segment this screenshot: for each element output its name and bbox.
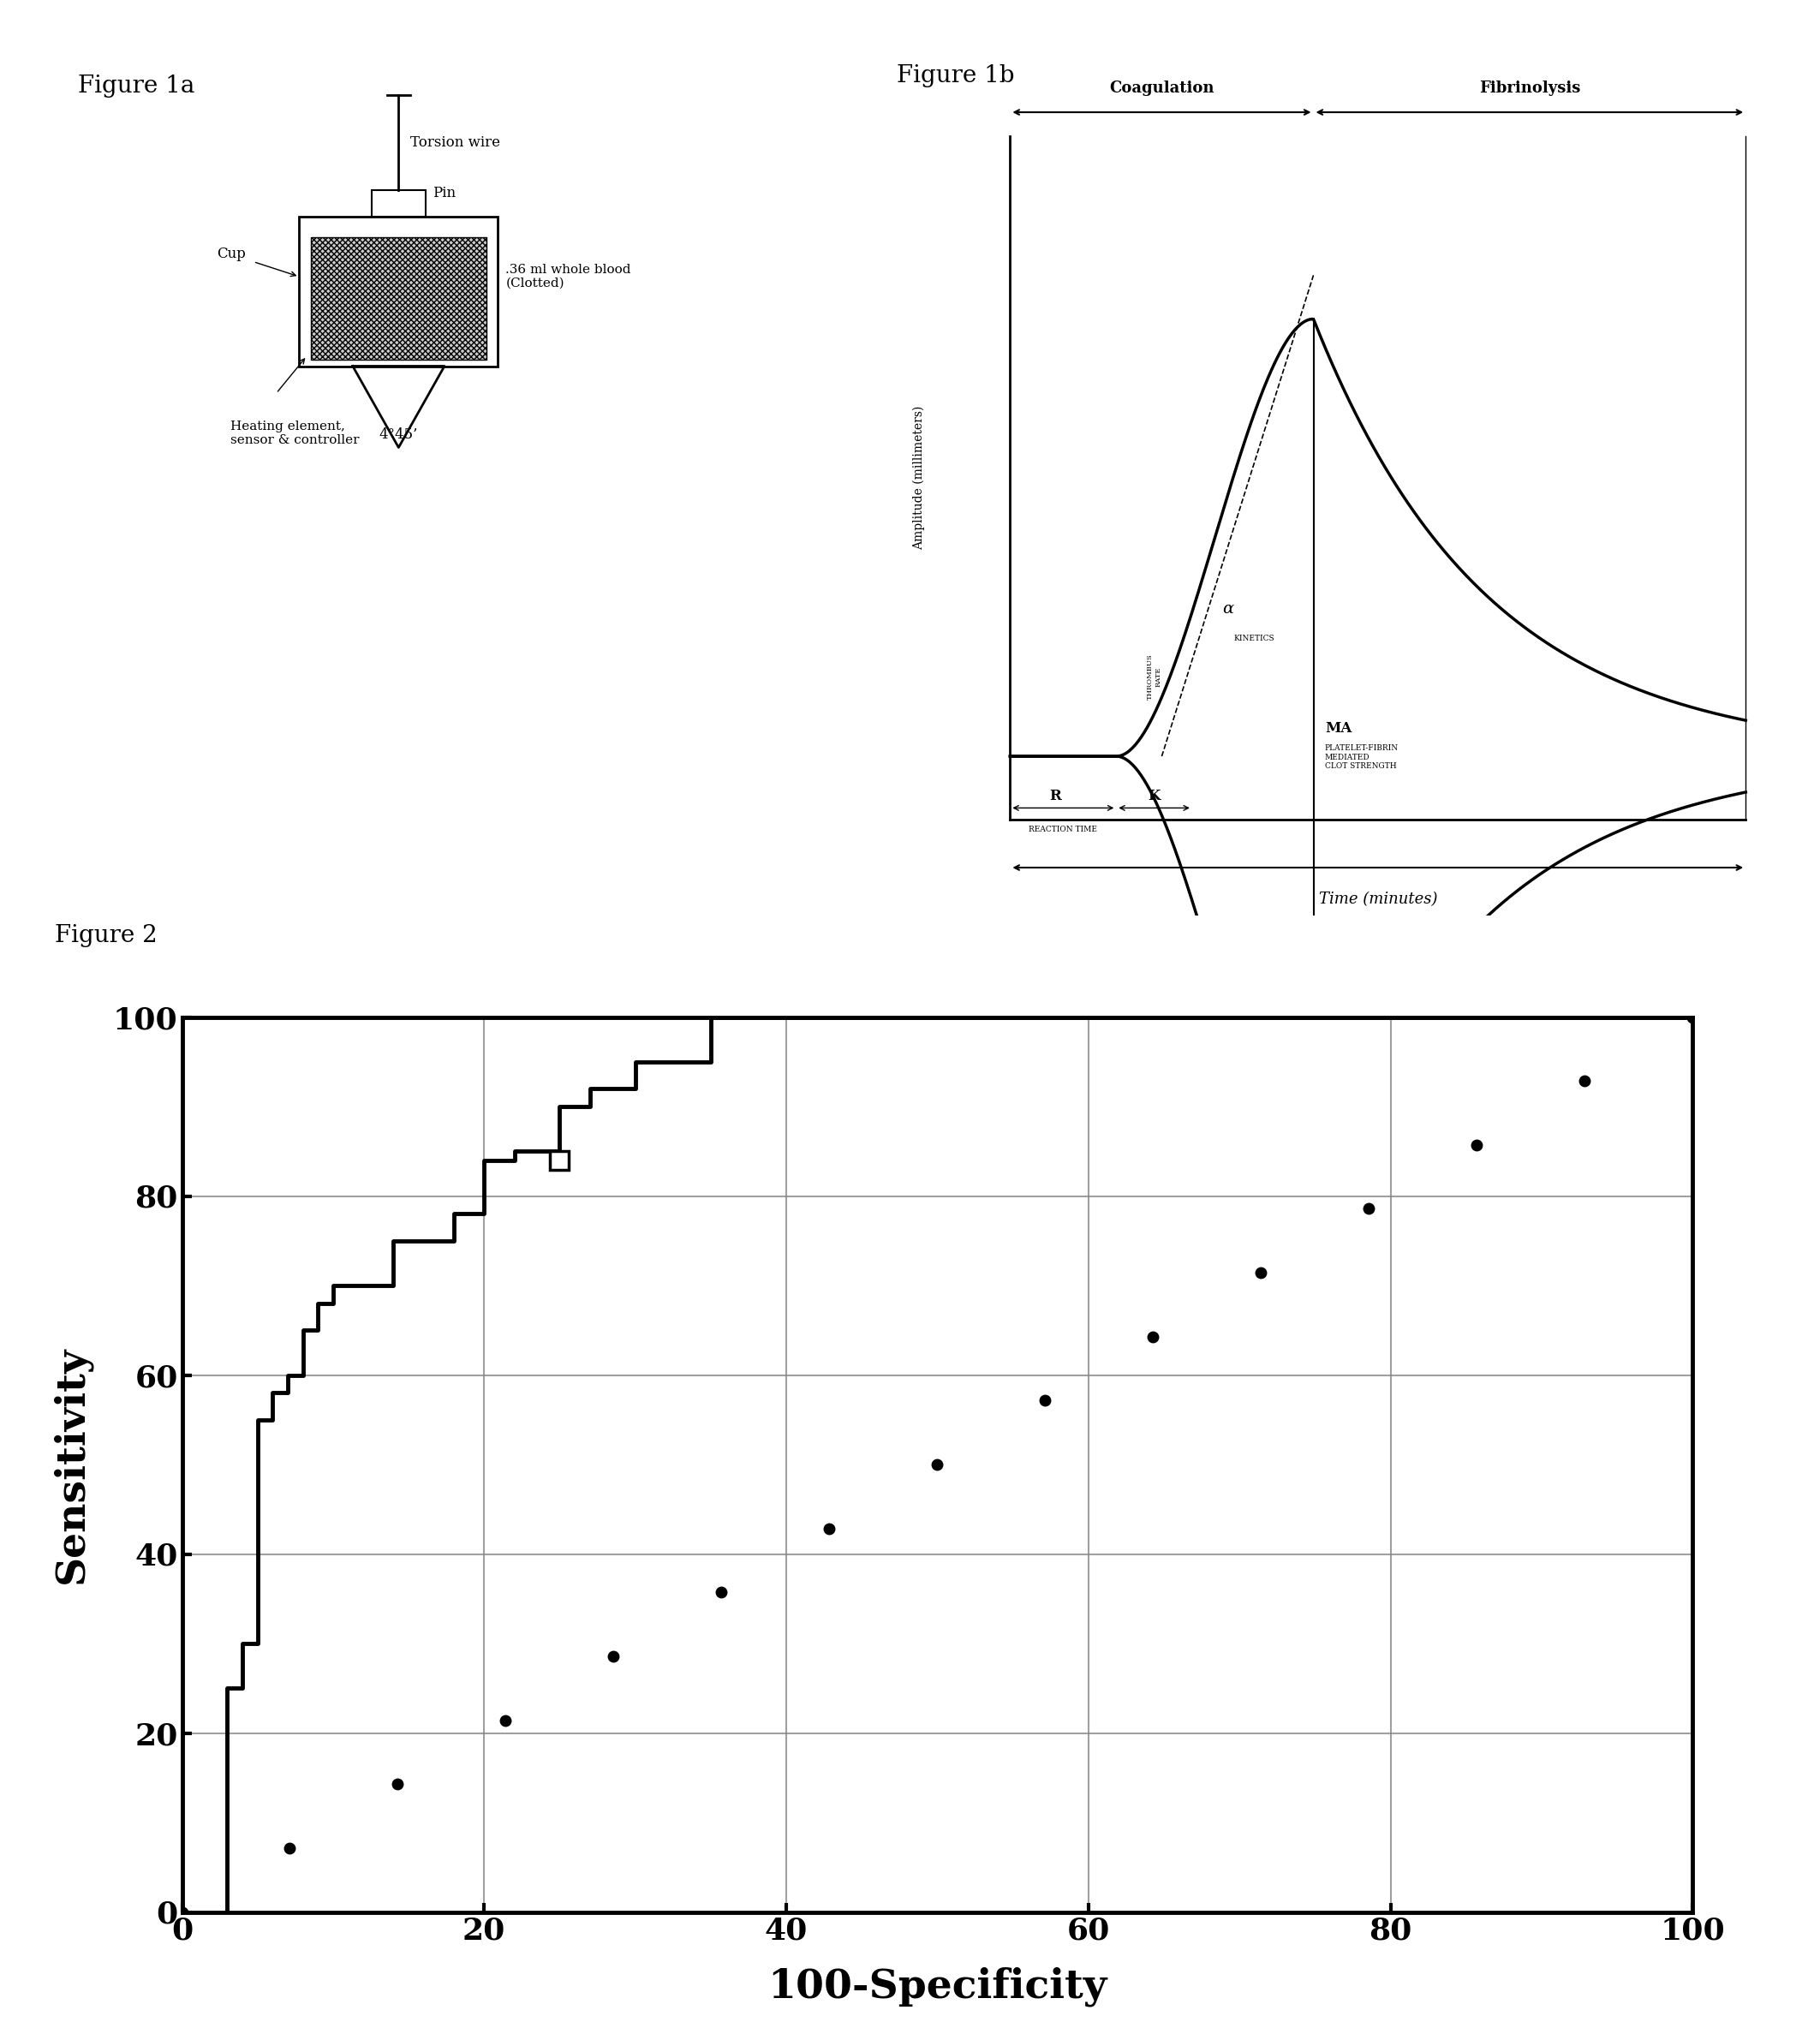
- X-axis label: 100-Specificity: 100-Specificity: [768, 1967, 1107, 2006]
- Text: Torsion wire: Torsion wire: [410, 134, 500, 151]
- Text: Figure 1a: Figure 1a: [78, 75, 195, 98]
- Bar: [371, 189, 426, 218]
- Text: α: α: [1223, 602, 1234, 616]
- Text: PLATELET-FIBRIN
MEDIATED
CLOT STRENGTH: PLATELET-FIBRIN MEDIATED CLOT STRENGTH: [1325, 744, 1398, 771]
- Text: KINETICS: KINETICS: [1234, 635, 1274, 643]
- Text: Heating element,
sensor & controller: Heating element, sensor & controller: [231, 421, 359, 445]
- Text: Fibrinolysis: Fibrinolysis: [1480, 81, 1580, 96]
- Text: 4°45’: 4°45’: [379, 427, 419, 441]
- Y-axis label: Sensitivity: Sensitivity: [51, 1347, 91, 1582]
- Text: Time (minutes): Time (minutes): [1318, 891, 1438, 907]
- Text: Pin: Pin: [433, 185, 457, 201]
- Text: Figure 1b: Figure 1b: [895, 65, 1014, 87]
- Text: Figure 2: Figure 2: [55, 923, 157, 948]
- Text: Cup: Cup: [217, 246, 246, 262]
- Bar: [298, 218, 499, 366]
- Text: R: R: [1050, 789, 1061, 803]
- Text: THROMBUS
RATE: THROMBUS RATE: [1147, 653, 1161, 700]
- Bar: [311, 238, 486, 360]
- Text: Coagulation: Coagulation: [1110, 81, 1214, 96]
- Text: Amplitude (millimeters): Amplitude (millimeters): [914, 407, 925, 549]
- Text: MA: MA: [1325, 722, 1352, 736]
- Text: REACTION TIME: REACTION TIME: [1028, 826, 1097, 834]
- Text: K: K: [1148, 789, 1161, 803]
- Text: .36 ml whole blood
(Clotted): .36 ml whole blood (Clotted): [506, 264, 632, 289]
